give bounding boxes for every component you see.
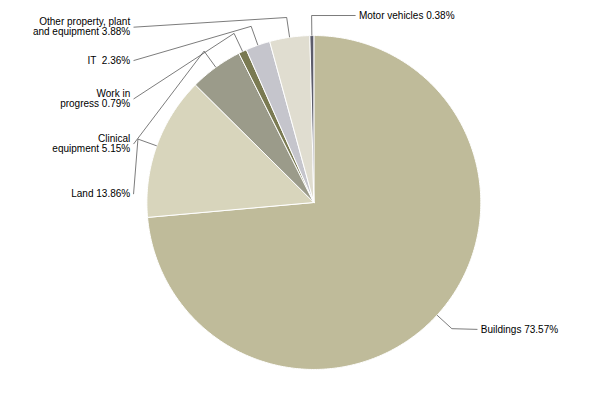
svg-text:IT 2.36%: IT 2.36% [88,55,131,66]
svg-text:Other property, plantand equip: Other property, plantand equipment 3.88% [33,16,131,37]
svg-text:Buildings 73.57%: Buildings 73.57% [481,324,558,335]
svg-text:Work inprogress 0.79%: Work inprogress 0.79% [60,88,130,109]
svg-text:Motor vehicles 0.38%: Motor vehicles 0.38% [359,10,455,21]
svg-text:Clinicalequipment 5.15%: Clinicalequipment 5.15% [52,133,130,154]
svg-text:Land 13.86%: Land 13.86% [71,188,130,199]
